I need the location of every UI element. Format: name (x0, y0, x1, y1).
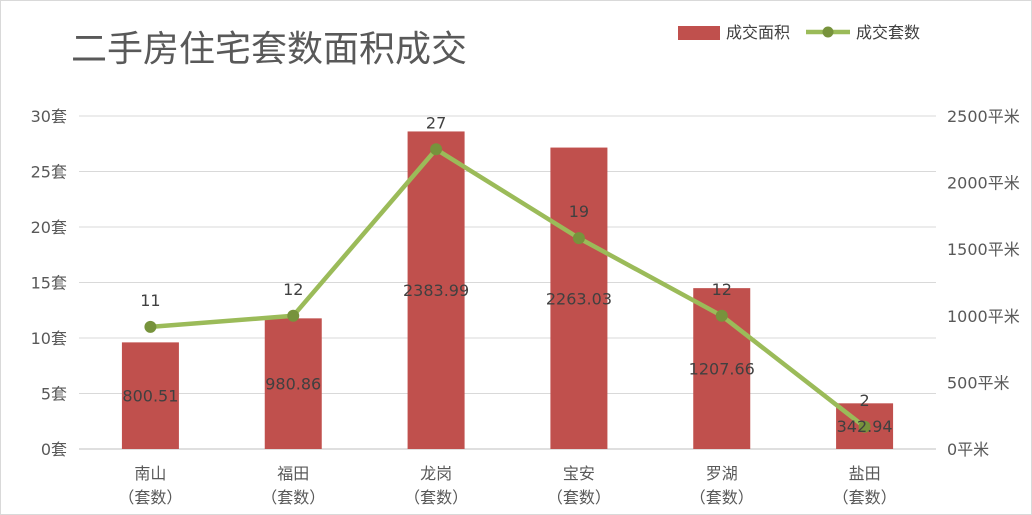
right-tick-label: 1500平米 (947, 240, 1020, 259)
right-tick-label: 1000平米 (947, 307, 1020, 326)
bar-value-label: 1207.66 (689, 360, 755, 379)
x-axis-labels: 南山（套数） 福田（套数） 龙岗（套数） 宝安（套数） 罗湖（套数） 盐田（套数） (118, 464, 896, 507)
x-tick-label: 福田（套数） (261, 464, 325, 507)
bar-value-labels: 800.51 980.86 2383.99 2263.03 1207.66 342.94 (122, 281, 892, 436)
legend-line-marker (822, 26, 834, 38)
x-tick-label: 南山（套数） (118, 464, 182, 507)
bar (550, 147, 608, 450)
right-tick-label: 2000平米 (947, 174, 1020, 193)
line-marker (430, 143, 443, 156)
line-marker (287, 309, 300, 322)
line-value-label: 12 (712, 280, 732, 299)
bar-value-label: 2383.99 (403, 281, 469, 300)
left-tick-label: 20套 (31, 218, 67, 237)
bar-value-label: 800.51 (122, 387, 178, 406)
left-tick-label: 15套 (31, 274, 67, 293)
line-series (144, 143, 871, 433)
left-tick-label: 25套 (31, 163, 67, 182)
legend-bar-swatch (678, 26, 720, 40)
left-tick-label: 0套 (41, 440, 67, 459)
bar-value-label: 2263.03 (546, 289, 612, 308)
line-value-label: 12 (283, 280, 303, 299)
gridlines (79, 115, 936, 450)
series-line (148, 147, 867, 430)
bar (121, 342, 179, 449)
line-value-label: 19 (569, 202, 589, 221)
bar-value-label: 980.86 (265, 375, 321, 394)
line-value-labels: 11 12 27 19 12 2 (140, 113, 869, 410)
line-marker (572, 232, 585, 245)
bar (264, 318, 322, 449)
line-value-label: 2 (859, 391, 869, 410)
right-tick-label: 2500平米 (947, 107, 1020, 126)
line-marker (144, 320, 157, 333)
left-axis-ticks: 0套 5套 10套 15套 20套 25套 30套 (31, 107, 67, 459)
right-axis-ticks: 0平米 500平米 1000平米 1500平米 2000平米 2500平米 (947, 107, 1020, 459)
left-tick-label: 10套 (31, 329, 67, 348)
x-tick-label: 龙岗（套数） (404, 464, 468, 507)
bar-series (121, 131, 894, 450)
right-tick-label: 500平米 (947, 373, 1010, 392)
left-tick-label: 30套 (31, 107, 67, 126)
x-tick-label: 罗湖（套数） (690, 464, 754, 507)
legend-bar-label: 成交面积 (726, 23, 790, 42)
legend-line-label: 成交套数 (856, 23, 920, 42)
line-marker (858, 420, 871, 433)
line-value-label: 11 (140, 291, 160, 310)
x-tick-label: 盐田（套数） (833, 464, 897, 507)
right-tick-label: 0平米 (947, 440, 989, 459)
legend: 成交面积 成交套数 (678, 23, 920, 42)
bar-value-label: 342.94 (837, 417, 893, 436)
chart-title: 二手房住宅套数面积成交 (71, 29, 467, 70)
bar (407, 131, 465, 450)
line-marker (715, 309, 728, 322)
left-tick-label: 5套 (41, 385, 67, 404)
line-value-label: 27 (426, 113, 446, 132)
x-tick-label: 宝安（套数） (547, 464, 611, 507)
